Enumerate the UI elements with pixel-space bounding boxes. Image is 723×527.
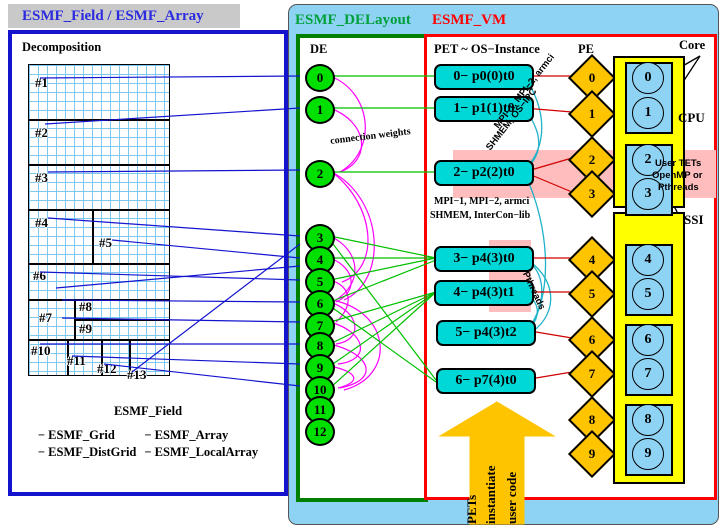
partition-line [29, 164, 169, 166]
pet-node-5[interactable]: 5− p4(3)t2 [436, 320, 536, 346]
legend-grid: − ESMF_Grid [37, 428, 115, 442]
core-node-8[interactable]: 8 [632, 404, 664, 436]
decomp-cell-7: #7 [39, 310, 52, 325]
de-node-0[interactable]: 0 [305, 64, 335, 92]
legend-table: − ESMF_Grid − ESMF_Array − ESMF_DistGrid… [34, 427, 262, 461]
comm-protocol-line2: SHMEM, InterCon−lib [430, 210, 531, 221]
partition-line [29, 339, 169, 341]
legend-localarray: − ESMF_LocalArray [144, 445, 259, 459]
decomp-cell-8: #8 [79, 299, 92, 314]
header-esmf-delayout: ESMF_DELayout [295, 12, 411, 28]
decomp-cell-10: #10 [31, 343, 51, 358]
decomp-cell-5: #5 [99, 235, 112, 250]
pet-node-4[interactable]: 4− p4(3)t1 [434, 280, 534, 306]
core-node-7[interactable]: 7 [632, 358, 664, 390]
legend-array: − ESMF_Array [144, 428, 229, 442]
pet-node-1[interactable]: 1− p1(1)t0 [434, 96, 534, 122]
pe-label: 0 [588, 70, 596, 85]
ssi-label: SSI [684, 212, 704, 227]
core-node-1[interactable]: 1 [632, 97, 664, 129]
user-tets-line3: Pthreads [658, 182, 699, 193]
arrow-text-line3: user code [504, 471, 519, 524]
title-core: Core [679, 38, 706, 52]
partition-line [74, 319, 169, 321]
decomp-cell-3: #3 [35, 170, 48, 185]
field-legend: ESMF_Field − ESMF_Grid − ESMF_Array − ES… [24, 404, 272, 461]
title-pe: PE [578, 42, 594, 56]
decomp-to-de-links [39, 75, 301, 387]
pe-label: 7 [588, 366, 596, 381]
core-node-4[interactable]: 4 [632, 244, 664, 276]
arrow-shape [438, 401, 556, 525]
core-node-3[interactable]: 3 [632, 178, 664, 210]
core-node-5[interactable]: 5 [632, 278, 664, 310]
decomp-cell-2: #2 [35, 125, 48, 140]
legend-distgrid: − ESMF_DistGrid [37, 445, 137, 459]
pe-label: 1 [588, 106, 596, 121]
grid-fine-lines [29, 65, 169, 375]
title-pet: PET ~ OS−Instance [434, 42, 540, 56]
header-esmf-field-label: ESMF_Field / ESMF_Array [22, 8, 204, 24]
partition-line [29, 119, 169, 121]
decomposition-grid: #1 #2 #3 #4 #5 #6 #7 #8 #9 #10 #11 #12 #… [28, 64, 170, 382]
cpu-label: CPU [678, 110, 705, 125]
partition-line [92, 209, 94, 263]
comm-protocol-line1: MPI−1, MPI−2, armci [434, 196, 530, 207]
legend-row: − ESMF_Grid − ESMF_Array [34, 427, 262, 444]
pe-label: 5 [588, 286, 596, 301]
de-to-pet-links [329, 75, 437, 389]
decomp-cell-4: #4 [35, 215, 48, 230]
de-node-9[interactable]: 9 [305, 354, 335, 382]
core-node-2[interactable]: 2 [632, 144, 664, 176]
pet-node-3[interactable]: 3− p4(3)t0 [434, 246, 534, 272]
pet-node-6[interactable]: 6− p7(4)t0 [436, 368, 536, 394]
header-esmf-vm: ESMF_VM [432, 12, 507, 28]
de-node-2[interactable]: 2 [305, 160, 335, 188]
partition-line [29, 209, 169, 211]
decomp-cell-9: #9 [79, 321, 92, 336]
pets-instantiate-arrow: PETs instantiate user code [438, 401, 556, 525]
partition-line [129, 339, 131, 375]
arrow-text-line1: PETs [464, 494, 479, 524]
de-node-1[interactable]: 1 [305, 96, 335, 124]
de-node-12[interactable]: 12 [305, 418, 335, 446]
header-esmf-field: ESMF_Field / ESMF_Array [8, 4, 240, 28]
partition-line [29, 263, 169, 265]
decomp-cell-13: #13 [127, 367, 147, 382]
pet-node-0[interactable]: 0− p0(0)t0 [434, 64, 534, 90]
user-tets-line1: User TETs [655, 158, 702, 169]
pet-node-2[interactable]: 2− p2(2)t0 [434, 160, 534, 186]
pe-label: 3 [588, 186, 596, 201]
legend-row: − ESMF_DistGrid − ESMF_LocalArray [34, 444, 262, 461]
connection-weight-arcs [329, 75, 381, 391]
core-node-9[interactable]: 9 [632, 438, 664, 470]
partition-line [67, 339, 69, 375]
core-node-6[interactable]: 6 [632, 324, 664, 356]
pe-label: 9 [588, 446, 596, 461]
user-tets-line2: OpenMP or [652, 170, 703, 181]
arrow-text-line2: instantiate [483, 465, 498, 525]
title-decomposition: Decomposition [22, 40, 102, 54]
decomp-cell-1: #1 [35, 75, 48, 90]
title-de: DE [310, 42, 328, 56]
legend-title: ESMF_Field [113, 404, 183, 418]
core-node-0[interactable]: 0 [632, 62, 664, 94]
